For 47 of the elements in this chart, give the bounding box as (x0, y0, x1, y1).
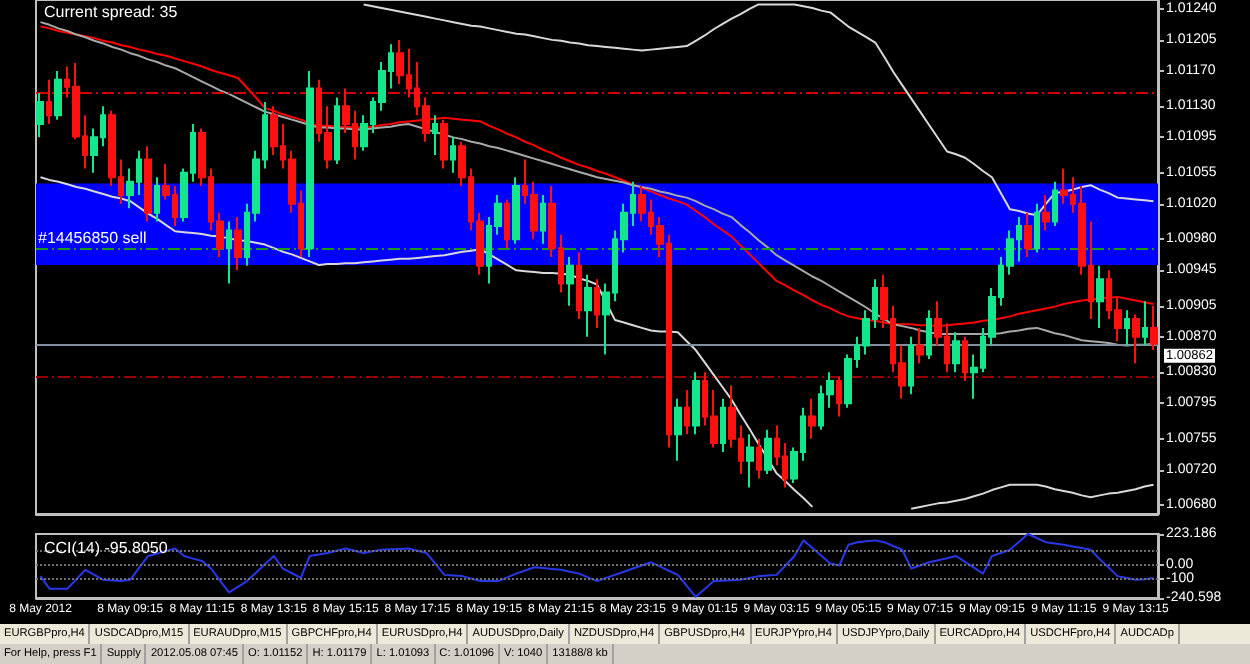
candlestick (576, 251, 582, 321)
candlestick (908, 335, 914, 396)
candlestick (46, 78, 52, 126)
candlestick (746, 433, 754, 489)
candlestick (36, 92, 44, 139)
line-series (362, 3, 1155, 217)
candlestick (952, 331, 960, 374)
candlestick (1132, 313, 1140, 365)
candlestick (504, 198, 510, 250)
annotation: Current spread: 35 (44, 3, 179, 21)
candlestick (334, 96, 340, 165)
candlestick (432, 114, 438, 157)
candlestick (512, 176, 520, 245)
candlestick (692, 371, 700, 436)
candlestick (1060, 167, 1068, 205)
candlestick (450, 136, 456, 174)
candlestick (234, 216, 242, 272)
candlestick (226, 220, 232, 285)
candlestick (1034, 202, 1040, 254)
candlestick (306, 69, 314, 258)
candlestick (540, 193, 546, 245)
candlestick (674, 397, 682, 462)
candlestick (1052, 180, 1058, 227)
candlestick (926, 309, 932, 360)
ref-line-label: #14456850 sell (38, 229, 147, 248)
candlestick (684, 388, 690, 436)
chart-title: CCI(14) -95.8050 (44, 539, 169, 557)
candlestick (440, 118, 448, 170)
candlestick (916, 326, 924, 365)
candlestick (1096, 264, 1104, 329)
candlestick (756, 437, 762, 480)
candlestick (1124, 309, 1130, 347)
candlestick (144, 145, 152, 223)
candlestick (1142, 300, 1148, 347)
candlestick (808, 397, 816, 440)
candlestick (764, 428, 772, 476)
candlestick (836, 375, 842, 418)
candlestick (566, 256, 574, 307)
candlestick (154, 176, 160, 223)
candlestick (594, 278, 600, 329)
candlestick (1150, 304, 1158, 352)
candlestick (720, 397, 726, 453)
candlestick (1024, 211, 1032, 258)
candlestick (584, 273, 592, 338)
candlestick (54, 69, 62, 121)
candlestick (962, 335, 968, 383)
candlestick (1042, 193, 1050, 232)
